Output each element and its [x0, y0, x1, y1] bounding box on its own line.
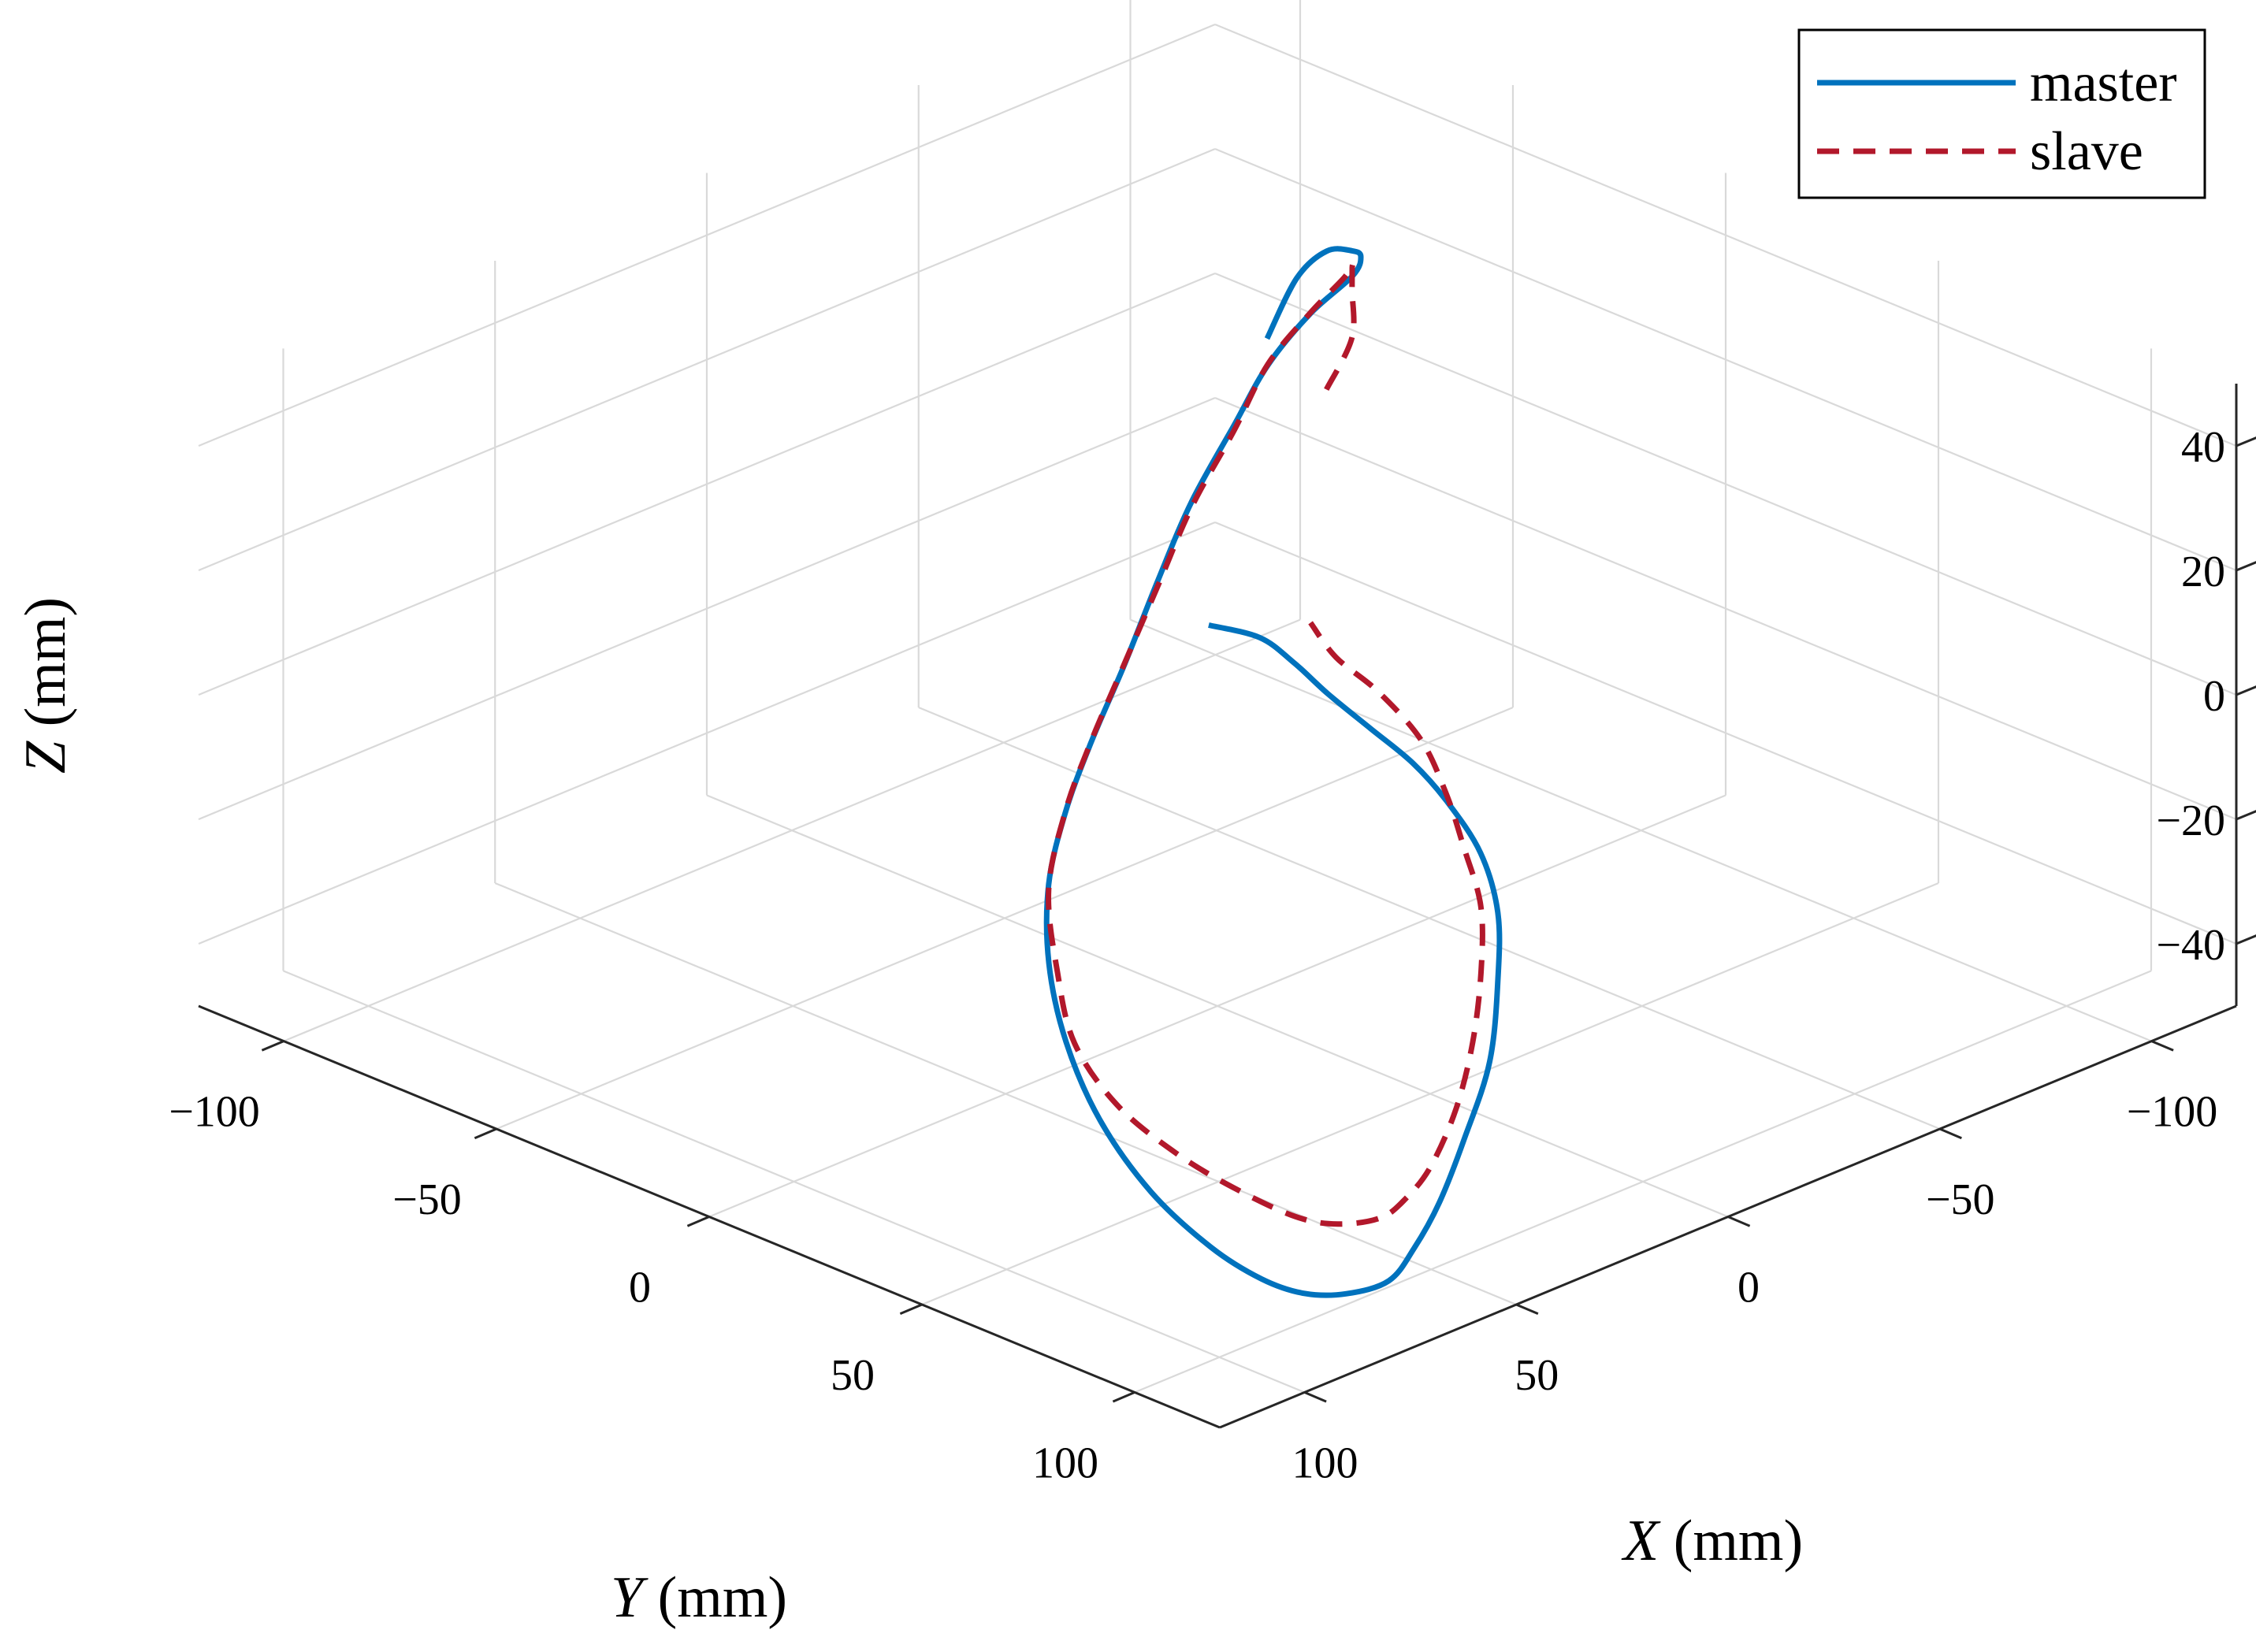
z-tick-mark — [2236, 561, 2256, 572]
x-tick-mark — [1303, 1391, 1327, 1403]
y-tick-mark — [899, 1303, 923, 1316]
z-tick-label: 40 — [2181, 423, 2225, 472]
x-tick-label: 50 — [1515, 1351, 1559, 1400]
grid-line-z-wall-right — [198, 147, 1216, 572]
series-line-master — [1043, 246, 1503, 1298]
grid-line-z-wall-right — [198, 521, 1216, 945]
y-tick-label: 100 — [1032, 1439, 1098, 1487]
grid-line-z-wall-right — [198, 272, 1216, 696]
y-tick-mark — [261, 1040, 284, 1052]
x-axis-label: X (mm) — [1621, 1509, 1803, 1573]
legend-label-master: master — [2030, 53, 2177, 113]
z-tick-mark — [2236, 436, 2256, 447]
x-tick-mark — [2150, 1040, 2174, 1052]
z-tick-label: −40 — [2156, 921, 2225, 970]
legend: master slave — [1797, 28, 2206, 199]
y-axis-label: Y (mm) — [611, 1565, 787, 1630]
z-tick-mark — [2236, 685, 2256, 696]
grid-line-y-floor — [1134, 970, 2152, 1394]
z-axis-label: Z (mm) — [13, 597, 78, 774]
y-tick-label: 0 — [629, 1264, 651, 1312]
z-tick-mark — [2236, 810, 2256, 821]
x-tick-mark — [1515, 1303, 1539, 1316]
grid-line-z-wall-left — [1214, 272, 2237, 696]
x-tick-label: −100 — [2127, 1088, 2218, 1137]
grid-line-z-wall-left — [1214, 23, 2237, 447]
grid-line-y-floor — [496, 707, 1514, 1130]
y-tick-label: −50 — [392, 1175, 462, 1224]
series-line-slave — [1046, 261, 1485, 1227]
grid-line-y-floor — [708, 794, 1726, 1218]
grid-line-y-floor — [921, 882, 1939, 1305]
grid-line-z-wall-left — [1214, 147, 2237, 572]
grid-layer — [198, 0, 2237, 1394]
y-tick-mark — [1112, 1391, 1135, 1403]
z-tick-label: −20 — [2156, 796, 2225, 845]
y-tick-label: 50 — [831, 1351, 875, 1400]
x-tick-mark — [1727, 1216, 1751, 1227]
x-tick-label: 0 — [1738, 1264, 1760, 1312]
z-tick-label: 20 — [2181, 548, 2225, 596]
grid-line-z-wall-right — [198, 396, 1216, 821]
y-tick-mark — [686, 1216, 710, 1227]
grid-line-z-wall-right — [198, 23, 1216, 447]
y-tick-label: −100 — [169, 1088, 260, 1137]
z-tick-label: 0 — [2203, 672, 2225, 721]
z-tick-mark — [2236, 934, 2256, 945]
legend-label-slave: slave — [2030, 121, 2143, 182]
x-tick-mark — [1939, 1127, 1962, 1140]
tick-layer: −100 −50 0 50 100 −100 −50 0 50 100 −40 −20 0 20 40 — [169, 423, 2256, 1487]
legend-box — [1797, 28, 2206, 199]
grid-line-z-wall-left — [1214, 396, 2237, 821]
y-tick-mark — [474, 1127, 497, 1140]
grid-line-y-floor — [283, 618, 1301, 1042]
series-layer — [1043, 246, 1503, 1298]
x-tick-label: −50 — [1926, 1175, 1995, 1224]
x-tick-label: 100 — [1292, 1439, 1358, 1487]
grid-line-z-wall-left — [1214, 521, 2237, 945]
